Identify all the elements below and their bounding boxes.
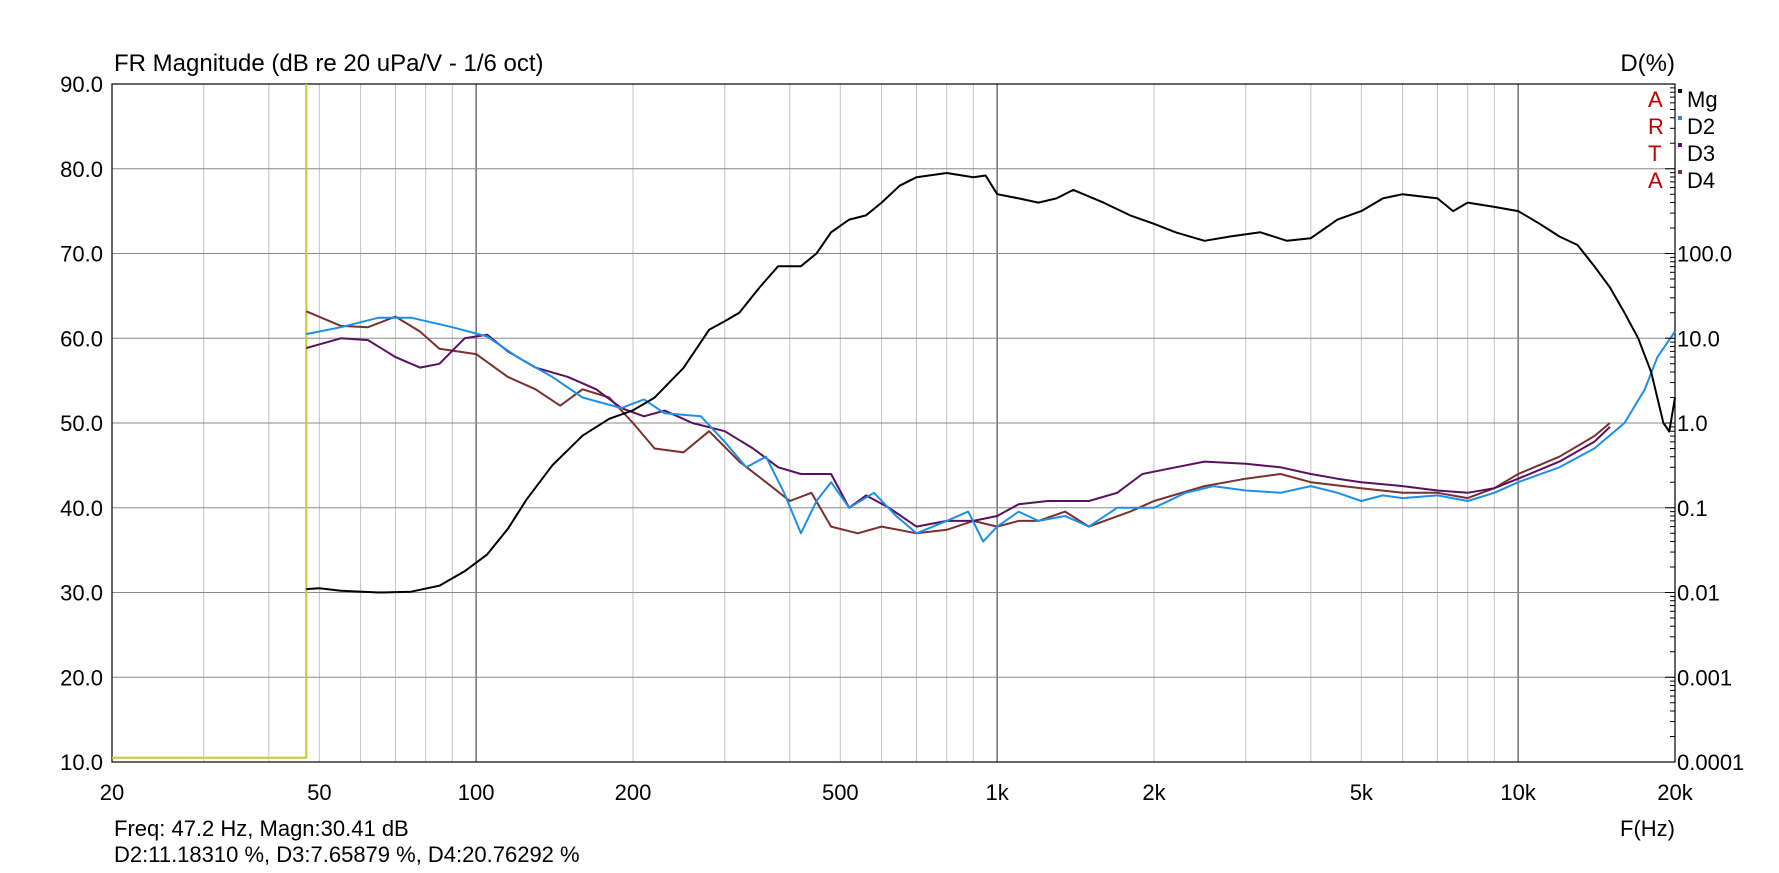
cursor-readout-line-2: D2:11.18310 %, D3:7.65879 %, D4:20.76292… xyxy=(114,842,580,867)
y2-tick-label: 0.001 xyxy=(1677,665,1732,690)
legend: A Mg R D2 T D3 A D4 xyxy=(1648,87,1718,193)
y-tick-label: 70.0 xyxy=(60,242,103,267)
legend-arta-letter: A xyxy=(1648,168,1663,193)
y-tick-label: 30.0 xyxy=(60,581,103,606)
y-tick-label: 40.0 xyxy=(60,496,103,521)
series-layer xyxy=(112,84,1676,759)
legend-label-d3: D3 xyxy=(1687,141,1715,166)
chart-title: FR Magnitude (dB re 20 uPa/V - 1/6 oct) xyxy=(114,50,544,77)
legend-label-d4: D4 xyxy=(1687,168,1715,193)
x-tick-label: 200 xyxy=(615,780,652,805)
y-tick-label: 90.0 xyxy=(60,72,103,97)
legend-label-d2: D2 xyxy=(1687,114,1715,139)
x-tick-label: 2k xyxy=(1142,780,1166,805)
x-tick-label: 100 xyxy=(458,780,495,805)
x-tick-label: 20 xyxy=(100,780,124,805)
legend-arta-letter: A xyxy=(1648,87,1663,112)
y-tick-label: 60.0 xyxy=(60,326,103,351)
y-tick-label: 50.0 xyxy=(60,411,103,436)
gate-marker-line xyxy=(112,84,308,759)
y-tick-label: 20.0 xyxy=(60,665,103,690)
x-axis-label: F(Hz) xyxy=(1620,816,1675,841)
y2-tick-label: 0.0001 xyxy=(1677,750,1744,775)
legend-swatch-d2 xyxy=(1678,116,1682,120)
x-tick-label: 5k xyxy=(1350,780,1374,805)
y2-tick-label: 100.0 xyxy=(1677,242,1732,267)
y2-tick-label: 1.0 xyxy=(1677,411,1708,436)
legend-swatch-d4 xyxy=(1678,170,1682,174)
series-line-mg xyxy=(306,172,1676,594)
y-tick-label: 80.0 xyxy=(60,157,103,182)
legend-arta-letter: R xyxy=(1648,114,1664,139)
x-tick-label: 500 xyxy=(822,780,859,805)
x-tick-label: 10k xyxy=(1500,780,1536,805)
series-line-d2 xyxy=(306,316,1676,543)
y-tick-label: 10.0 xyxy=(60,750,103,775)
x-tick-label: 20k xyxy=(1657,780,1693,805)
right-axis-title: D(%) xyxy=(1620,50,1675,77)
series-line-d4 xyxy=(305,310,1611,535)
grid-lines xyxy=(112,84,1675,762)
legend-swatch-mg xyxy=(1678,89,1682,93)
tick-labels: 20 50 100 200 500 1k 2k 5k 10k 20k 10.0 20.0 30.0 40.… xyxy=(60,72,1744,805)
y2-tick-label: 10.0 xyxy=(1677,326,1720,351)
y2-tick-label: 0.01 xyxy=(1677,581,1720,606)
x-tick-label: 50 xyxy=(307,780,331,805)
legend-label-mg: Mg xyxy=(1687,87,1718,112)
legend-arta-letter: T xyxy=(1648,141,1661,166)
legend-swatch-d3 xyxy=(1678,143,1682,147)
x-tick-label: 1k xyxy=(986,780,1010,805)
y2-tick-label: 0.1 xyxy=(1677,496,1708,521)
cursor-readout-line-1: Freq: 47.2 Hz, Magn:30.41 dB xyxy=(114,816,409,841)
